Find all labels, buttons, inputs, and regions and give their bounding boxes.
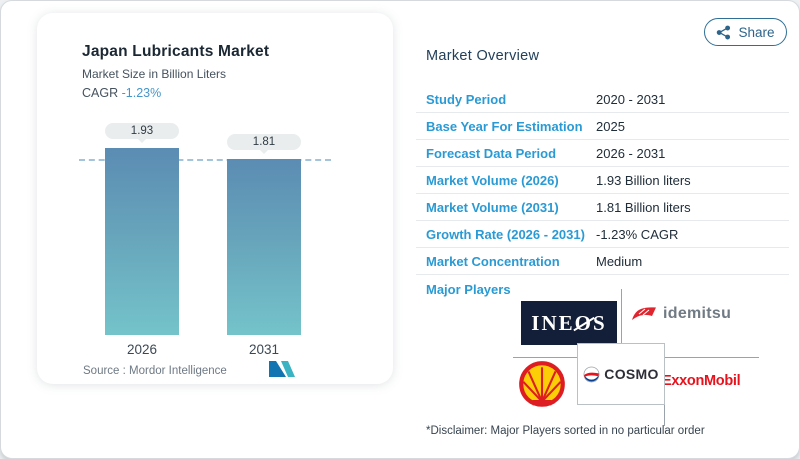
source-attribution: Source : Mordor Intelligence: [83, 365, 227, 377]
bar-column: 1.93 2026: [105, 123, 179, 357]
row-value: 2020 - 2031: [596, 91, 666, 107]
row-label: Study Period: [426, 91, 507, 107]
x-axis-label: 2031: [248, 342, 280, 357]
major-players-label: Major Players: [426, 282, 511, 297]
source-label: Source :: [83, 365, 126, 377]
table-row: Base Year For Estimation 2025: [416, 113, 789, 140]
row-value: -1.23% CAGR: [596, 226, 679, 242]
cosmo-text: COSMO: [604, 366, 659, 382]
overview-heading: Market Overview: [426, 48, 540, 64]
table-row: Forecast Data Period 2026 - 2031: [416, 140, 789, 167]
source-value: Mordor Intelligence: [129, 365, 227, 377]
major-players-logos: INE O S idemitsu COSMO: [499, 289, 771, 426]
share-button-label: Share: [738, 24, 775, 40]
row-value: 2025: [596, 118, 625, 134]
row-label: Growth Rate (2026 - 2031): [426, 226, 585, 242]
table-row: Growth Rate (2026 - 2031) -1.23% CAGR: [416, 221, 789, 248]
table-row: Market Volume (2026) 1.93 Billion liters: [416, 167, 789, 194]
row-value: 1.93 Billion liters: [596, 172, 691, 188]
row-value: 1.81 Billion liters: [596, 199, 691, 215]
logo-grid-divider: [621, 289, 622, 346]
idemitsu-logo: idemitsu: [631, 304, 731, 324]
bar-chart: 1.93 2026 1.81 2031: [37, 13, 393, 384]
bar-value-badge: 1.93: [105, 123, 179, 143]
chart-cagr: CAGR -1.23%: [82, 86, 269, 100]
reference-dashed-line: [79, 159, 331, 161]
table-row: Study Period 2020 - 2031: [416, 86, 789, 113]
disclaimer-text: *Disclaimer: Major Players sorted in no …: [426, 425, 705, 437]
row-value: Medium: [596, 253, 643, 269]
share-nodes-icon: [717, 25, 731, 39]
mordor-intelligence-logo: [269, 361, 295, 377]
table-row: Market Concentration Medium: [416, 248, 789, 275]
cosmo-globe-icon: [583, 366, 600, 382]
chart-subtitle: Market Size in Billion Liters: [82, 67, 227, 81]
chart-header: Japan Lubricants Market Market Size in B…: [82, 43, 269, 100]
row-label: Market Concentration: [426, 253, 560, 269]
cagr-value: -1.23%: [121, 86, 162, 100]
bar-column: 1.81 2031: [227, 134, 301, 357]
share-button[interactable]: Share: [704, 18, 787, 46]
bar: [105, 148, 179, 335]
row-label: Market Volume (2026): [426, 172, 559, 188]
chart-card: Japan Lubricants Market Market Size in B…: [37, 13, 393, 384]
cosmo-logo: COSMO: [577, 343, 665, 405]
overview-table: Study Period 2020 - 2031 Base Year For E…: [416, 86, 789, 275]
row-value: 2026 - 2031: [596, 145, 666, 161]
row-label: Forecast Data Period: [426, 145, 557, 161]
cagr-label: CAGR: [82, 86, 119, 100]
row-label: Market Volume (2031): [426, 199, 559, 215]
shell-pecten-icon: [519, 361, 565, 407]
ineos-logo: INE O S: [521, 301, 617, 345]
chart-title: Japan Lubricants Market: [82, 43, 270, 60]
row-label: Base Year For Estimation: [426, 118, 583, 134]
idemitsu-text: idemitsu: [663, 305, 732, 322]
ineos-text: S: [593, 310, 607, 335]
ineos-text: INE: [531, 310, 575, 335]
bar-value-badge: 1.81: [227, 134, 301, 154]
bar: [227, 159, 301, 335]
logo-grid-divider: [664, 405, 665, 426]
ineos-slashed-o: O: [574, 310, 593, 335]
x-axis-label: 2026: [126, 342, 158, 357]
table-row: Market Volume (2031) 1.81 Billion liters: [416, 194, 789, 221]
exxonmobil-logo: ExxonMobil: [662, 373, 741, 389]
idemitsu-flame-icon: [632, 307, 656, 320]
